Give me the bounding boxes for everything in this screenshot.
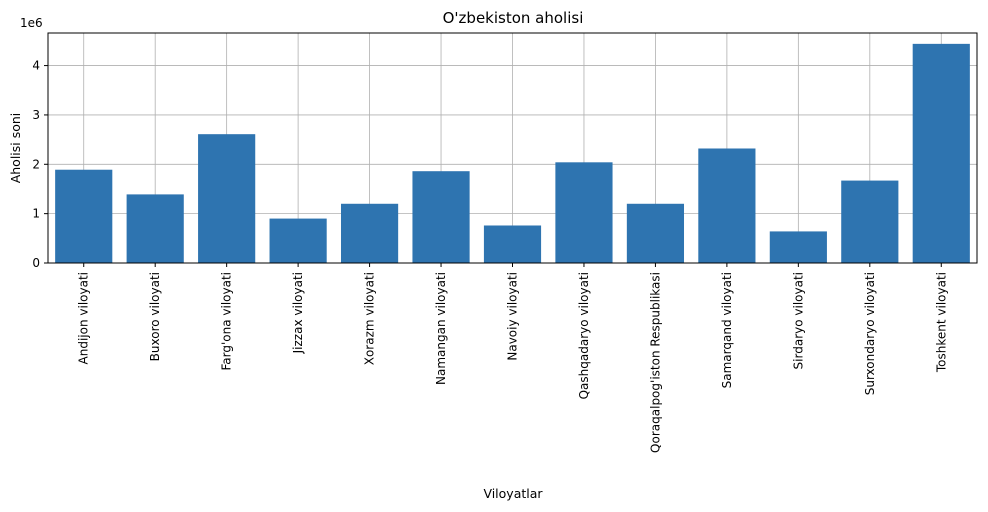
x-tick-label-10: Sirdaryo viloyati xyxy=(791,272,805,369)
bar-12 xyxy=(912,43,970,263)
x-tick-label-4: Xorazm viloyati xyxy=(363,272,377,365)
x-axis-ticks: Andijon viloyati Buxoro viloyati Farg'ona … xyxy=(77,263,948,453)
bar-0 xyxy=(55,169,113,263)
x-tick-label-6: Navoiy viloyati xyxy=(506,272,520,361)
x-tick-label-11: Surxondaryo viloyati xyxy=(863,272,877,395)
x-tick-label-7: Qashqadaryo viloyati xyxy=(577,272,591,399)
bar-8 xyxy=(626,203,685,263)
x-tick-label-5: Namangan viloyati xyxy=(434,272,448,385)
x-tick-label-3: Jizzax viloyati xyxy=(291,272,305,354)
bar-1 xyxy=(126,194,184,263)
x-tick-label-0: Andijon viloyati xyxy=(77,272,91,364)
x-axis-label: Viloyatlar xyxy=(483,486,543,501)
bars xyxy=(55,43,970,263)
bar-2 xyxy=(198,134,256,263)
y-tick-label-0: 0 xyxy=(32,256,40,270)
x-tick-label-1: Buxoro viloyati xyxy=(148,272,162,361)
y-scale-label: 1e6 xyxy=(20,16,43,30)
chart-title: O'zbekiston aholisi xyxy=(443,9,584,27)
y-tick-label-4: 4 xyxy=(32,59,40,73)
y-axis-ticks: 0 1 2 3 4 xyxy=(32,59,48,270)
bar-10 xyxy=(769,231,827,263)
y-axis-label: Aholisi soni xyxy=(8,113,23,184)
x-tick-label-12: Toshkent viloyati xyxy=(934,272,948,373)
x-tick-label-8: Qoraqalpog'iston Respublikasi xyxy=(648,272,662,453)
bar-9 xyxy=(698,148,756,263)
y-tick-label-3: 3 xyxy=(32,108,40,122)
y-tick-label-1: 1 xyxy=(32,207,40,221)
x-tick-label-2: Farg'ona viloyati xyxy=(220,272,234,371)
x-tick-label-9: Samarqand viloyati xyxy=(720,272,734,388)
y-tick-label-2: 2 xyxy=(32,157,40,171)
bar-4 xyxy=(340,203,399,263)
bar-6 xyxy=(483,225,542,263)
bar-3 xyxy=(269,218,327,263)
bar-7 xyxy=(555,162,613,263)
bar-11 xyxy=(841,180,899,263)
bar-5 xyxy=(412,171,470,263)
